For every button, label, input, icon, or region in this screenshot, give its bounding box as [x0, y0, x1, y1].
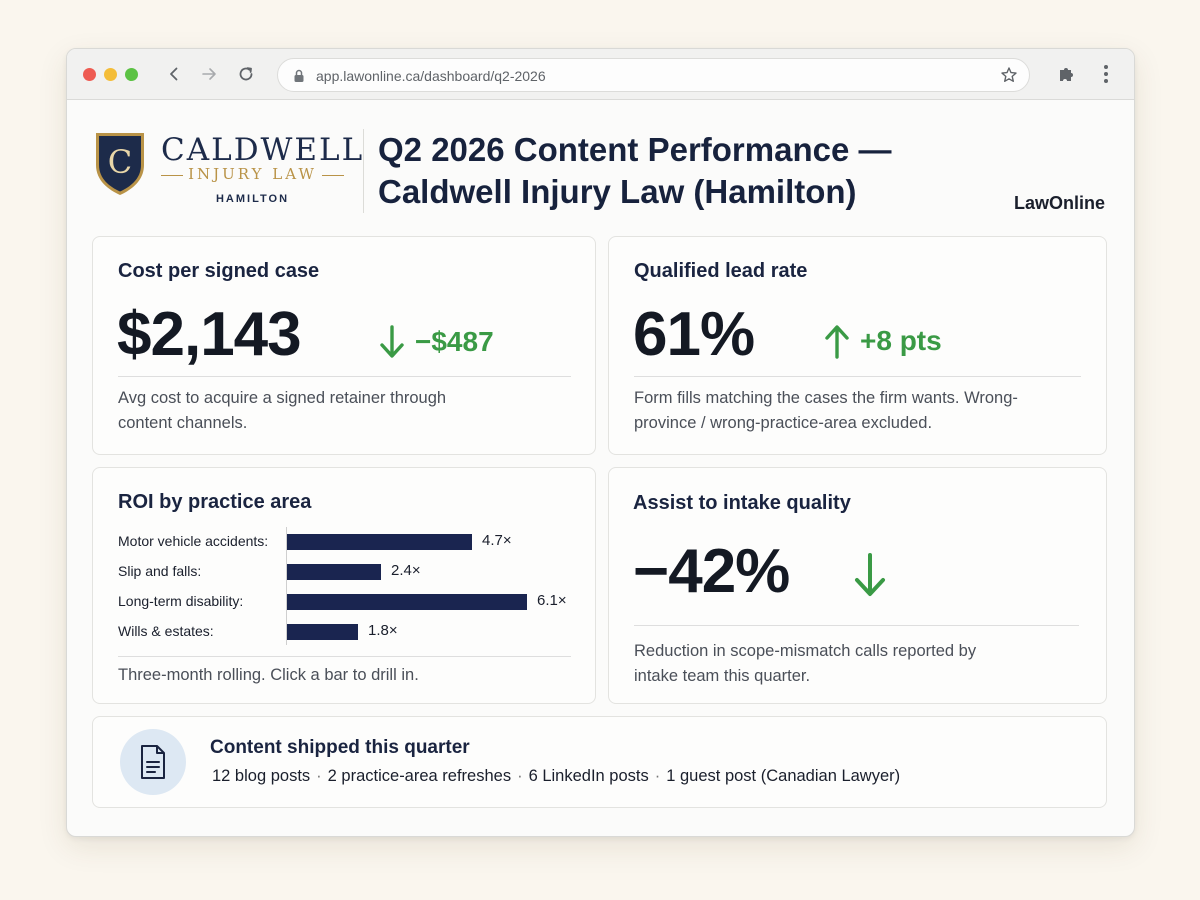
kebab-menu-icon[interactable] — [1103, 64, 1109, 89]
address-bar[interactable]: app.lawonline.ca/dashboard/q2-2026 — [277, 58, 1030, 92]
header-divider — [363, 129, 364, 213]
lead-description: Form fills matching the cases the firm w… — [634, 389, 1018, 432]
brand-name: CALDWELL — [161, 132, 365, 168]
minimize-window-button[interactable] — [104, 68, 117, 81]
shield-initial: C — [108, 143, 132, 181]
list-separator: · — [517, 767, 523, 785]
bar-value-label: 2.4× — [391, 562, 421, 579]
cost-value: $2,143 — [117, 300, 302, 369]
bar-value-label: 4.7× — [482, 532, 512, 549]
brand-city: HAMILTON — [215, 193, 290, 205]
divider — [634, 376, 1081, 377]
card-title: ROI by practice area — [118, 491, 312, 513]
roi-footnote: Three-month rolling. Click a bar to dril… — [118, 666, 419, 684]
extensions-puzzle-icon[interactable] — [1057, 64, 1077, 89]
lead-value: 61% — [633, 300, 755, 369]
divider — [634, 625, 1079, 626]
bar-label: Wills & estates: — [118, 623, 214, 639]
list-separator: · — [316, 767, 322, 785]
roi-bar[interactable] — [287, 534, 472, 550]
lead-delta-text: +8 pts — [860, 325, 942, 356]
bar-value-label: 1.8× — [368, 622, 398, 639]
qualified-lead-card: Qualified lead rate 61% +8 pts Form fill… — [608, 236, 1107, 455]
content-shipped-card: Content shipped this quarter 12 blog pos… — [92, 716, 1107, 808]
bar-label: Long-term disability: — [118, 593, 244, 609]
divider — [118, 376, 571, 377]
intake-quality-card: Assist to intake quality −42% Reduction … — [608, 467, 1107, 704]
cost-per-case-card: Cost per signed case $2,143 −$487 Avg co… — [92, 236, 596, 455]
intake-value: −42% — [633, 537, 790, 606]
roi-card: ROI by practice area Three-month rolling… — [92, 467, 596, 704]
brand-rule-left — [161, 175, 183, 176]
shipped-item: 2 practice-area refreshes — [327, 767, 512, 785]
arrow-up-icon — [825, 325, 849, 359]
document-icon — [120, 729, 186, 795]
shield-logo-icon: C — [96, 133, 144, 195]
card-title: Cost per signed case — [118, 260, 320, 282]
roi-bar[interactable] — [287, 594, 527, 610]
intake-description: Reduction in scope-mismatch calls report… — [634, 642, 977, 685]
lock-icon — [293, 69, 305, 88]
forward-arrow-icon[interactable] — [197, 62, 221, 86]
reload-icon[interactable] — [234, 62, 258, 86]
cost-description: Avg cost to acquire a signed retainer th… — [118, 389, 447, 432]
bar-label: Slip and falls: — [118, 563, 202, 579]
lead-delta: +8 pts — [824, 323, 942, 359]
arrow-down-icon — [380, 325, 404, 358]
browser-toolbar: app.lawonline.ca/dashboard/q2-2026 — [67, 49, 1134, 100]
cost-delta: −$487 — [379, 325, 494, 359]
bar-label: Motor vehicle accidents: — [118, 533, 269, 549]
brand-rule-right — [322, 175, 344, 176]
shipped-list: 12 blog posts · 2 practice-area refreshes ·… — [212, 767, 900, 786]
url-text: app.lawonline.ca/dashboard/q2-2026 — [316, 68, 546, 84]
shipped-title: Content shipped this quarter — [210, 737, 470, 758]
divider — [118, 656, 571, 657]
shipped-item: 1 guest post (Canadian Lawyer) — [666, 767, 901, 785]
arrow-down-icon — [855, 553, 885, 596]
card-title: Assist to intake quality — [633, 492, 851, 514]
bar-value-label: 6.1× — [537, 592, 567, 609]
back-arrow-icon[interactable] — [162, 62, 186, 86]
shipped-item: 6 LinkedIn posts — [528, 767, 649, 785]
cost-delta-text: −$487 — [415, 326, 494, 357]
page-title: Q2 2026 Content Performance — Caldwell I… — [378, 131, 892, 210]
roi-bar[interactable] — [287, 624, 358, 640]
list-separator: · — [654, 767, 661, 785]
close-window-button[interactable] — [83, 68, 96, 81]
card-title: Qualified lead rate — [634, 260, 808, 282]
star-icon[interactable] — [1000, 66, 1018, 89]
browser-window: app.lawonline.ca/dashboard/q2-2026 C CAL… — [66, 48, 1135, 837]
chart-axis — [286, 527, 287, 645]
vendor-name: LawOnline — [1013, 193, 1105, 213]
brand-subtitle: INJURY LAW — [188, 165, 317, 183]
roi-bar[interactable] — [287, 564, 381, 580]
shipped-item: 12 blog posts — [212, 767, 311, 785]
maximize-window-button[interactable] — [125, 68, 138, 81]
